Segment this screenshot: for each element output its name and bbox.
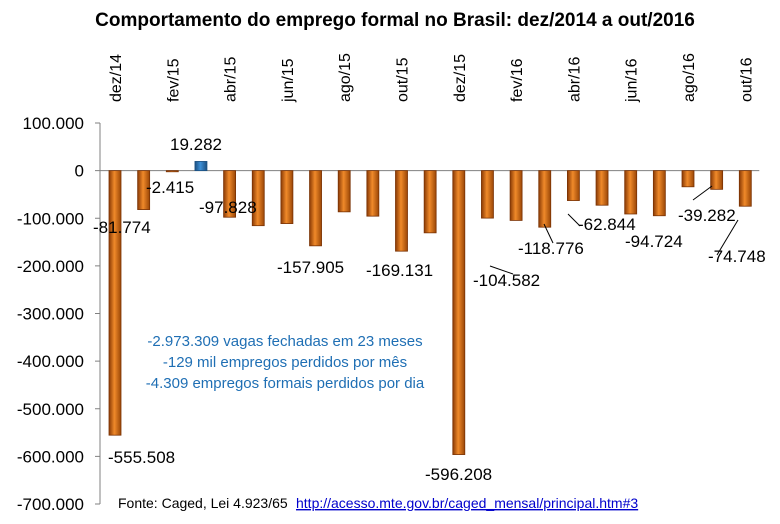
data-label-jan/15: -81.774 (93, 218, 151, 237)
y-tick-label: 100.000 (23, 114, 84, 133)
bar-abr/15 (223, 170, 237, 218)
bar-mar/15 (194, 161, 208, 172)
leader-line (567, 213, 581, 227)
x-tick-label: dez/14 (108, 54, 125, 102)
bar-abr/16 (567, 170, 580, 201)
data-label-out/15: -169.131 (366, 261, 433, 280)
x-tick-label: ago/16 (681, 53, 698, 102)
bar-mar/16 (538, 170, 552, 228)
plot-area: 100.000 0 -100.000 -200.000 -300.000 -400.000… (17, 53, 766, 514)
x-tick-label: jun/15 (280, 58, 297, 103)
data-label-dez/14: -555.508 (108, 448, 175, 467)
data-label-abr/16: -62.844 (578, 215, 636, 234)
source-text: Fonte: Caged, Lei 4.923/65 (118, 495, 288, 511)
leader-line (543, 223, 554, 244)
x-tick-label: fev/16 (509, 58, 526, 102)
x-tick-label: ago/15 (337, 53, 354, 102)
annotation-total: -2.973.309 vagas fechadas em 23 meses (147, 333, 422, 350)
bar-dez/15 (452, 170, 466, 455)
bar-fev/15 (165, 170, 179, 173)
bar-jun/15 (280, 170, 294, 224)
y-tick-label: -400.000 (17, 352, 84, 371)
y-tick-label: -600.000 (17, 447, 84, 466)
data-label-mar/15: 19.282 (170, 135, 222, 154)
x-tick-label: fev/15 (165, 58, 182, 102)
data-label-dez/15: -596.208 (425, 465, 492, 484)
y-tick-label: -200.000 (17, 257, 84, 276)
x-tick-label: abr/15 (223, 57, 240, 102)
bar-nov/15 (423, 170, 437, 234)
bar-jan/15 (137, 170, 151, 210)
leader-line (692, 185, 713, 201)
bar-set/16 (710, 170, 724, 190)
y-tick-label: -700.000 (17, 495, 84, 514)
annotation-box: -2.973.309 vagas fechadas em 23 meses -1… (146, 333, 425, 392)
chart-title: Comportamento do emprego formal no Brasi… (95, 10, 695, 31)
bar-ago/15 (337, 170, 351, 213)
annotation-per-month: -129 mil empregos perdidos por mês (163, 354, 407, 371)
data-label-fev/15: -2.415 (146, 178, 194, 197)
x-tick-label: out/15 (395, 57, 412, 102)
y-tick-label: -100.000 (17, 209, 84, 228)
bar-mai/15 (251, 170, 265, 227)
leader-line (489, 265, 514, 275)
annotation-per-day: -4.309 empregos formais perdidos por dia (146, 375, 425, 392)
y-tick-label: -500.000 (17, 400, 84, 419)
bar-jul/16 (652, 170, 666, 217)
x-tick-label: dez/15 (452, 54, 469, 102)
bar-fev/16 (509, 170, 523, 221)
bar-jan/16 (481, 170, 494, 219)
x-tick-label: out/16 (738, 57, 755, 102)
data-label-jul/15: -157.905 (277, 258, 344, 277)
y-tick-label: 0 (75, 162, 84, 181)
y-tick-label: -300.000 (17, 305, 84, 324)
leader-line (716, 219, 739, 256)
bar-jun/16 (624, 170, 638, 215)
bar-mai/16 (595, 170, 609, 206)
data-label-jul/16: -94.724 (625, 232, 683, 251)
source-link[interactable]: http://acesso.mte.gov.br/caged_mensal/pr… (296, 495, 638, 511)
bar-out/16 (738, 170, 752, 207)
data-label-fev/16: -104.582 (473, 271, 540, 290)
x-tick-label: jun/16 (624, 58, 641, 103)
bar-out/15 (395, 170, 408, 252)
x-tick-label: abr/16 (566, 57, 583, 102)
bar-ago/16 (681, 170, 695, 188)
data-label-abr/15: -97.828 (199, 198, 257, 217)
bar-dez/14 (108, 170, 122, 436)
data-label-mar/16: -118.776 (518, 239, 584, 258)
bar-set/15 (366, 170, 380, 217)
bar-jul/15 (309, 170, 322, 247)
data-label-out/16: -74.748 (708, 247, 766, 266)
data-label-set/16: -39.282 (678, 206, 736, 225)
